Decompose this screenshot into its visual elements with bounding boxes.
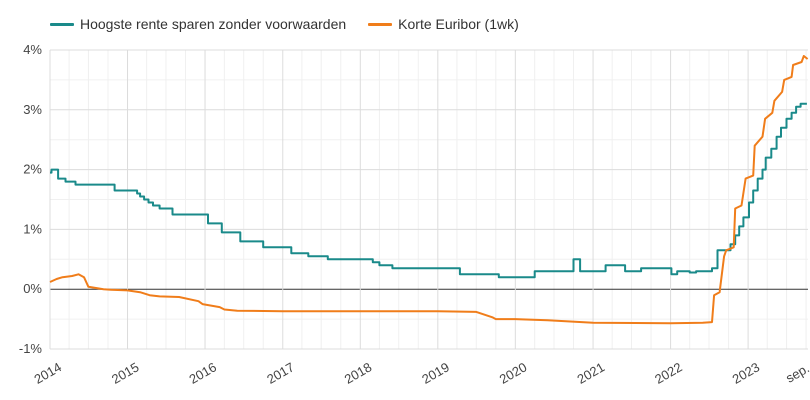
y-tick-label: 3% [23,102,42,117]
y-tick-label: 1% [23,221,42,236]
x-tick-label: 2016 [187,359,220,386]
y-tick-label: 2% [23,162,42,177]
x-tick-label: 2014 [31,359,64,386]
x-tick-label: 2022 [652,359,685,386]
y-tick-label: -1% [19,341,43,356]
series-line-savings [50,102,807,279]
x-tick-label: 2023 [730,359,763,386]
series-line-euribor [49,55,809,325]
legend: Hoogste rente sparen zonder voorwaarden … [50,14,541,34]
y-tick-label: 4% [23,42,42,57]
y-tick-label: 0% [23,281,42,296]
legend-item-savings[interactable]: Hoogste rente sparen zonder voorwaarden [50,16,346,32]
legend-label-euribor: Korte Euribor (1wk) [398,16,519,32]
x-tick-label: sep. [783,360,810,385]
legend-item-euribor[interactable]: Korte Euribor (1wk) [368,16,519,32]
x-tick-label: 2017 [264,359,297,386]
x-tick-label: 2021 [575,359,608,386]
x-tick-label: 2018 [342,359,375,386]
x-tick-label: 2015 [109,359,142,386]
legend-swatch-euribor [368,22,393,26]
x-tick-label: 2019 [419,359,452,386]
legend-label-savings: Hoogste rente sparen zonder voorwaarden [80,16,347,32]
legend-swatch-savings [50,22,74,26]
x-tick-label: 2020 [497,359,530,386]
